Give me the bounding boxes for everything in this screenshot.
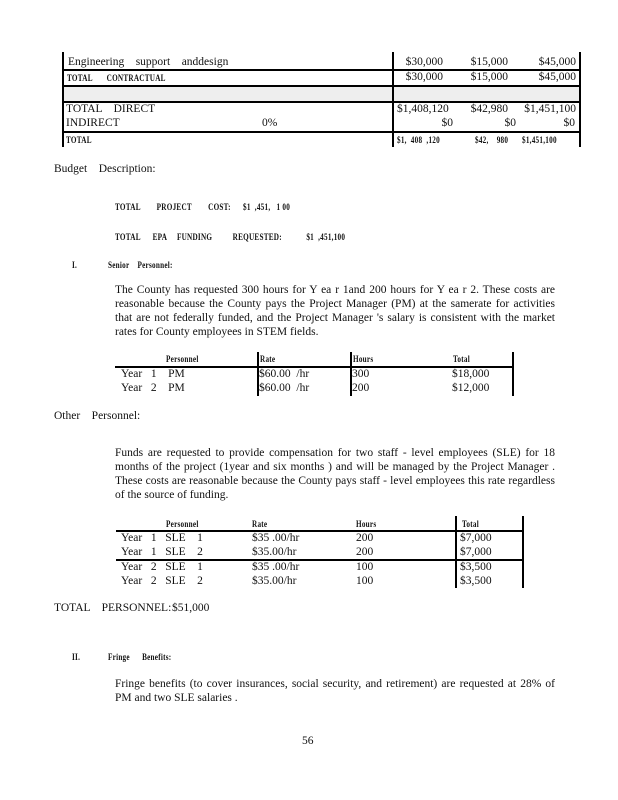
table-border [62, 52, 64, 147]
row-value: $1,408,120 [397, 103, 449, 115]
other-personnel-heading: Other Personnel: [54, 410, 141, 422]
total-personnel-label: TOTAL PERSONNEL: [54, 602, 172, 614]
table-rule [62, 85, 580, 87]
row-value: $15,000 [470, 71, 508, 83]
table-border [392, 52, 394, 147]
row-value: $0 [504, 117, 517, 129]
column-header: Personnel [166, 354, 199, 364]
page-number: 56 [302, 735, 314, 747]
table-border [350, 352, 352, 396]
column-header: Total [462, 519, 479, 529]
table-cell: $7,000 [460, 532, 492, 544]
column-header: Rate [252, 519, 268, 529]
table-border [455, 516, 457, 588]
row-label: INDIRECT [66, 117, 120, 129]
table-cell: Year 1 SLE 1 [121, 532, 203, 544]
budget-description-heading: Budget Description: [54, 163, 156, 175]
fringe-paragraph: Fringe benefits (to cover insurances, so… [115, 678, 555, 704]
shaded-row [63, 86, 580, 101]
table-border [257, 352, 259, 396]
total-personnel-value: $51,000 [172, 602, 210, 614]
row-value: $30,000 [405, 71, 443, 83]
row-label: TOTAL DIRECT [66, 103, 156, 115]
table-cell: 100 [356, 561, 374, 573]
column-header: Rate [260, 354, 276, 364]
table-cell: $18,000 [452, 368, 490, 380]
table-rule [115, 366, 513, 368]
table-cell: $7,000 [460, 546, 492, 558]
row-label: Engineering support anddesign [68, 56, 229, 68]
table-cell: Year 1 SLE 2 [121, 546, 203, 558]
row-value: $42, 980 [475, 135, 509, 145]
table-rule [116, 559, 524, 561]
table-rule [116, 530, 524, 532]
table-cell: $35.00/hr [252, 575, 297, 587]
row-value: $30,000 [405, 56, 443, 68]
table-cell: Year 2 SLE 1 [121, 561, 203, 573]
row-value: $1, 408 ,120 [397, 135, 440, 145]
table-cell: $60.00 /hr [259, 382, 310, 394]
row-label: TOTAL [66, 135, 92, 145]
table-cell: $60.00 /hr [259, 368, 310, 380]
total-epa-funding: TOTAL EPA FUNDING REQUESTED: $1 ,451,100 [115, 232, 346, 242]
row-value: $1,451,100 [524, 103, 576, 115]
column-header: Hours [353, 354, 374, 364]
table-cell: Year 2 PM [121, 382, 185, 394]
row-value: $42,980 [470, 103, 508, 115]
table-cell: 200 [356, 546, 374, 558]
row-value: $45,000 [538, 56, 576, 68]
row-percent: 0% [262, 117, 278, 129]
table-cell: 300 [352, 368, 370, 380]
table-cell: $35 .00/hr [252, 561, 300, 573]
section-heading: Senior Personnel: [108, 260, 173, 270]
table-border [512, 352, 514, 396]
section-number: II. [72, 652, 81, 662]
total-project-cost: TOTAL PROJECT COST: $1 ,451, 1 00 [115, 202, 291, 212]
table-cell: Year 2 SLE 2 [121, 575, 203, 587]
column-header: Personnel [166, 519, 199, 529]
row-value: $0 [441, 117, 454, 129]
other-paragraph: Funds are requested to provide compensat… [115, 447, 555, 501]
column-header: Hours [356, 519, 377, 529]
table-rule [62, 69, 580, 71]
table-cell: $35 .00/hr [252, 532, 300, 544]
senior-paragraph: The County has requested 300 hours for Y… [115, 284, 555, 338]
table-cell: 200 [352, 382, 370, 394]
row-label: TOTAL CONTRACTUAL [67, 73, 166, 83]
table-cell: $3,500 [460, 575, 492, 587]
table-cell: $12,000 [452, 382, 490, 394]
row-value: $45,000 [538, 71, 576, 83]
table-cell: 100 [356, 575, 374, 587]
table-cell: Year 1 PM [121, 368, 185, 380]
row-value: $0 [563, 117, 576, 129]
section-number: I. [72, 260, 78, 270]
table-cell: $35.00/hr [252, 546, 297, 558]
table-cell: 200 [356, 532, 374, 544]
row-value: $15,000 [470, 56, 508, 68]
table-cell: $3,500 [460, 561, 492, 573]
table-rule [62, 131, 580, 133]
section-heading: Fringe Benefits: [108, 652, 172, 662]
column-header: Total [453, 354, 470, 364]
table-border [579, 52, 581, 147]
table-border [522, 516, 524, 588]
table-rule [62, 101, 580, 103]
row-value: $1,451,100 [522, 135, 557, 145]
